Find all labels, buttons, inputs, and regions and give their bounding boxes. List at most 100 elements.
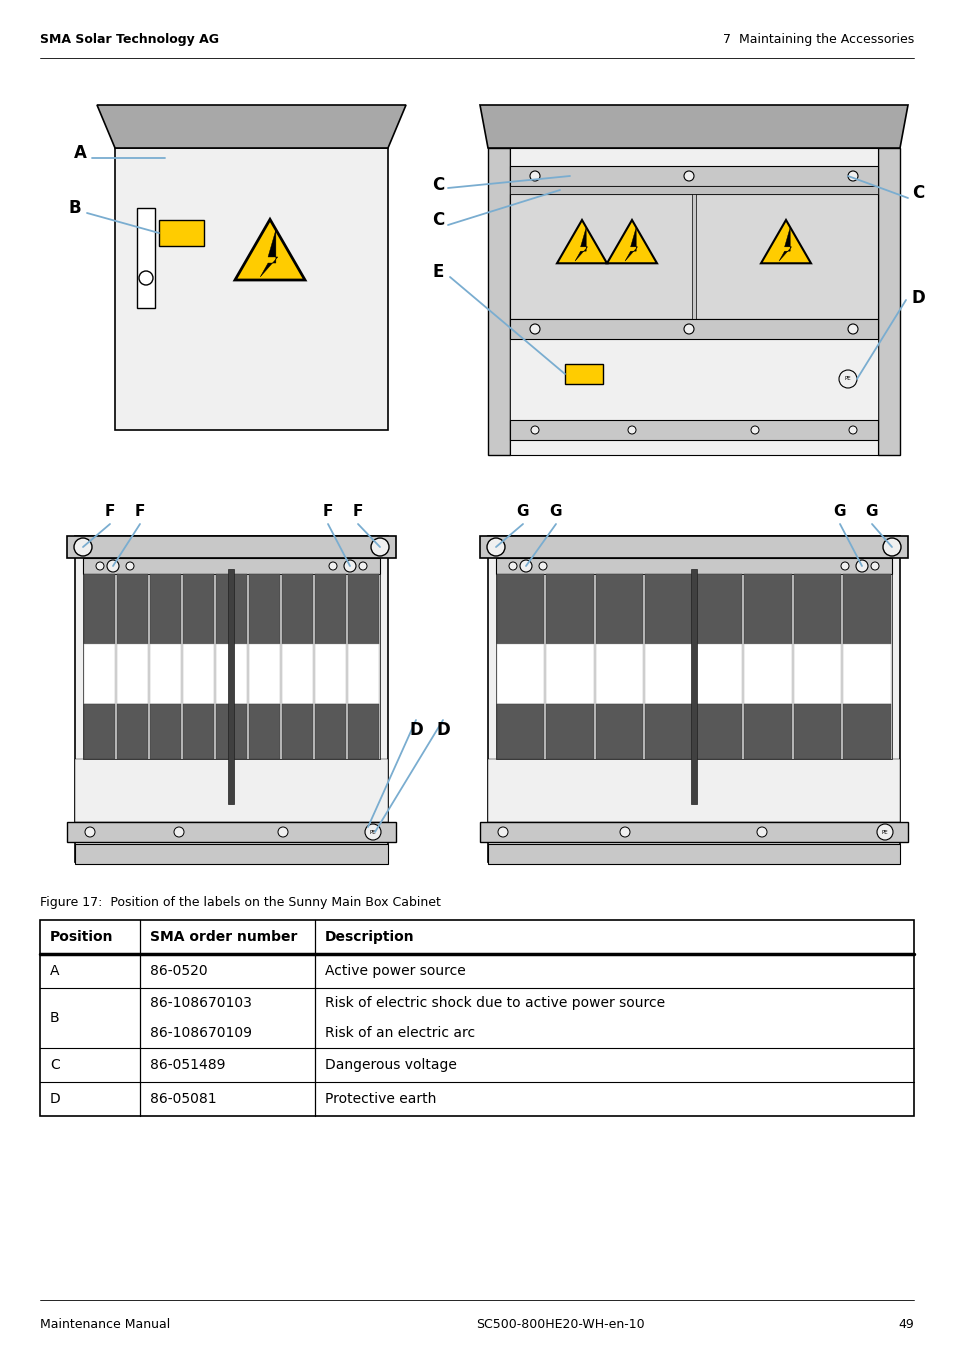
Circle shape <box>519 560 532 572</box>
Bar <box>183 645 213 703</box>
Bar <box>496 575 891 758</box>
Circle shape <box>882 538 900 556</box>
Bar <box>228 569 233 804</box>
Circle shape <box>538 562 546 571</box>
Text: B: B <box>50 1011 59 1025</box>
Bar <box>84 575 115 645</box>
Circle shape <box>750 426 759 434</box>
Text: 49: 49 <box>898 1318 913 1330</box>
Text: G: G <box>517 504 529 519</box>
Text: F: F <box>105 504 115 519</box>
Bar <box>596 575 643 645</box>
Bar <box>510 193 877 319</box>
Circle shape <box>855 560 867 572</box>
Text: G: G <box>549 504 561 519</box>
Text: D: D <box>409 721 422 740</box>
Text: Risk of an electric arc: Risk of an electric arc <box>325 1026 475 1040</box>
Polygon shape <box>779 227 791 261</box>
Bar <box>695 703 741 758</box>
Bar <box>137 208 154 308</box>
Circle shape <box>683 170 693 181</box>
Polygon shape <box>479 105 907 147</box>
Bar <box>842 575 890 645</box>
Bar <box>488 758 899 822</box>
Polygon shape <box>260 230 277 277</box>
Bar <box>690 569 697 804</box>
Circle shape <box>841 562 848 571</box>
Text: 86-108670109: 86-108670109 <box>150 1026 252 1040</box>
Bar <box>695 575 741 645</box>
Text: F: F <box>322 504 333 519</box>
Bar <box>877 147 899 456</box>
Bar <box>314 575 346 645</box>
Bar <box>546 645 594 703</box>
Circle shape <box>358 562 367 571</box>
Text: Active power source: Active power source <box>325 964 465 977</box>
Bar <box>546 703 594 758</box>
Circle shape <box>96 562 104 571</box>
Circle shape <box>627 426 636 434</box>
Text: D: D <box>436 721 450 740</box>
Bar <box>183 575 213 645</box>
Text: C: C <box>911 184 923 201</box>
Bar <box>496 558 891 575</box>
Bar <box>842 703 890 758</box>
Circle shape <box>509 562 517 571</box>
Bar <box>510 339 877 420</box>
Text: Maintenance Manual: Maintenance Manual <box>40 1318 170 1330</box>
Text: Protective earth: Protective earth <box>325 1092 436 1106</box>
Bar <box>743 703 791 758</box>
Text: A: A <box>73 145 87 162</box>
Bar <box>249 575 280 645</box>
Bar <box>67 535 395 558</box>
Bar <box>67 822 395 842</box>
Bar <box>117 645 148 703</box>
Text: Position: Position <box>50 930 113 944</box>
Bar <box>282 575 313 645</box>
Text: 86-108670103: 86-108670103 <box>150 996 252 1010</box>
Text: PE: PE <box>370 830 375 834</box>
Bar <box>546 575 594 645</box>
Bar <box>159 220 204 246</box>
Bar <box>75 844 388 864</box>
Text: C: C <box>50 1059 60 1072</box>
Circle shape <box>879 827 889 837</box>
Circle shape <box>74 538 91 556</box>
Text: E: E <box>432 264 443 281</box>
Bar <box>83 558 379 575</box>
Bar <box>793 575 841 645</box>
Circle shape <box>530 170 539 181</box>
Bar <box>348 703 378 758</box>
Bar <box>564 364 602 384</box>
Bar <box>117 575 148 645</box>
Text: D: D <box>50 1092 61 1106</box>
Text: B: B <box>69 199 81 218</box>
Bar <box>249 645 280 703</box>
Bar <box>314 645 346 703</box>
Bar <box>150 575 181 645</box>
Bar <box>215 703 247 758</box>
Circle shape <box>757 827 766 837</box>
Text: 86-051489: 86-051489 <box>150 1059 225 1072</box>
Circle shape <box>838 370 856 388</box>
Bar <box>249 703 280 758</box>
Bar <box>488 535 899 863</box>
Bar <box>84 703 115 758</box>
Bar <box>282 703 313 758</box>
Circle shape <box>683 324 693 334</box>
Bar <box>743 645 791 703</box>
Bar <box>497 703 544 758</box>
Circle shape <box>344 560 355 572</box>
Polygon shape <box>575 227 587 261</box>
Bar <box>150 645 181 703</box>
Circle shape <box>329 562 336 571</box>
Bar <box>348 645 378 703</box>
Circle shape <box>530 324 539 334</box>
Text: PE: PE <box>881 830 887 834</box>
Bar <box>645 645 692 703</box>
Text: F: F <box>353 504 363 519</box>
Circle shape <box>371 538 389 556</box>
Bar <box>40 919 913 1115</box>
Text: 86-05081: 86-05081 <box>150 1092 216 1106</box>
Polygon shape <box>234 219 305 280</box>
